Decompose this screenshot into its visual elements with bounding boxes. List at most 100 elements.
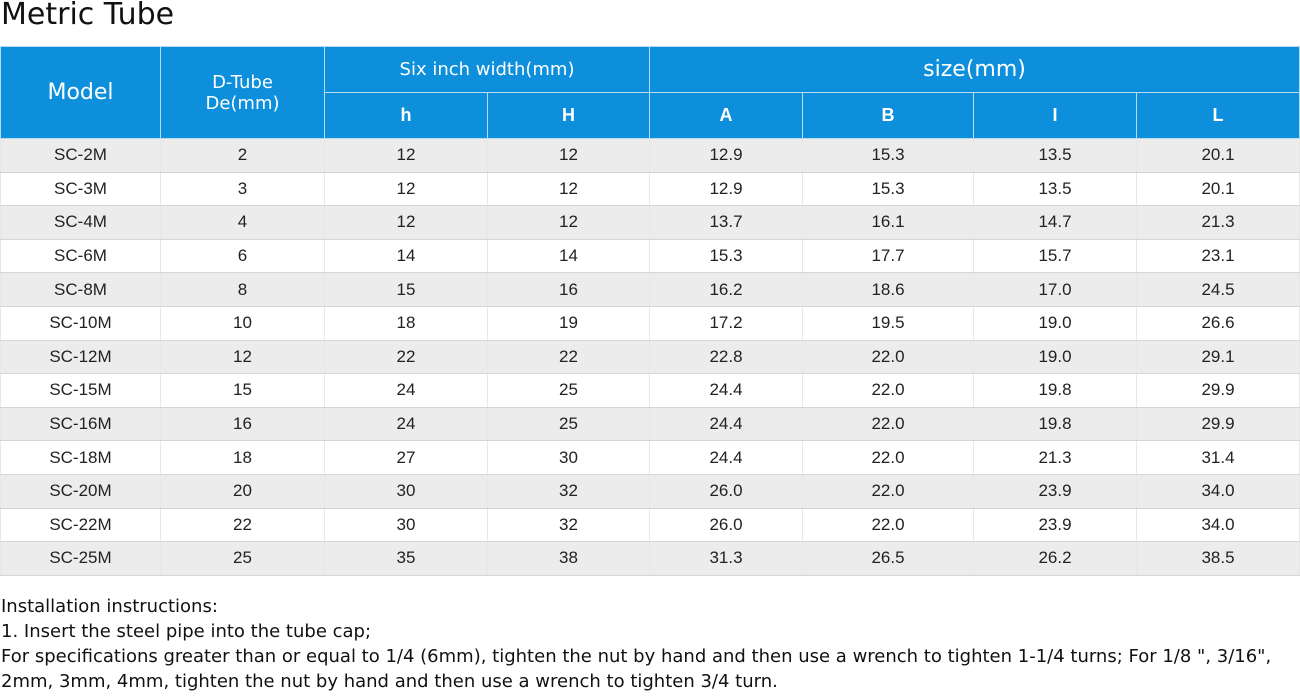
- cell-i: 13.5: [973, 138, 1137, 173]
- table-row: SC-8M 8 15 16 16.2 18.6 17.0 24.5: [0, 272, 1300, 307]
- cell-l: 31.4: [1136, 440, 1300, 475]
- cell-dtube: 2: [160, 138, 325, 173]
- cell-i: 19.0: [973, 340, 1137, 375]
- cell-h-small: 12: [324, 138, 488, 173]
- cell-h-small: 24: [324, 373, 488, 408]
- cell-model: SC-12M: [0, 340, 161, 375]
- cell-model: SC-2M: [0, 138, 161, 173]
- instructions-step-2: For specifications greater than or equal…: [1, 646, 1272, 692]
- header-dtube: D-Tube De(mm): [160, 46, 325, 139]
- table-row: SC-3M 3 12 12 12.9 15.3 13.5 20.1: [0, 172, 1300, 207]
- cell-a: 13.7: [649, 205, 803, 240]
- cell-i: 15.7: [973, 239, 1137, 274]
- header-model: Model: [0, 46, 161, 139]
- cell-a: 22.8: [649, 340, 803, 375]
- cell-h-small: 12: [324, 205, 488, 240]
- cell-h-small: 15: [324, 272, 488, 307]
- cell-i: 19.8: [973, 373, 1137, 408]
- page-title: Metric Tube: [1, 0, 175, 32]
- cell-model: SC-16M: [0, 407, 161, 442]
- cell-b: 15.3: [802, 138, 974, 173]
- cell-b: 22.0: [802, 440, 974, 475]
- cell-dtube: 18: [160, 440, 325, 475]
- cell-h-big: 14: [487, 239, 650, 274]
- cell-dtube: 4: [160, 205, 325, 240]
- header-h-big: H: [487, 92, 650, 139]
- cell-l: 29.1: [1136, 340, 1300, 375]
- header-size: size(mm): [649, 46, 1300, 93]
- header-dtube-line2: De(mm): [205, 92, 280, 114]
- cell-i: 21.3: [973, 440, 1137, 475]
- cell-a: 17.2: [649, 306, 803, 341]
- header-dtube-line1: D-Tube: [212, 71, 273, 93]
- table-row: SC-15M 15 24 25 24.4 22.0 19.8 29.9: [0, 373, 1300, 408]
- cell-h-small: 12: [324, 172, 488, 207]
- table-row: SC-20M 20 30 32 26.0 22.0 23.9 34.0: [0, 474, 1300, 509]
- cell-l: 38.5: [1136, 541, 1300, 576]
- cell-i: 14.7: [973, 205, 1137, 240]
- cell-model: SC-18M: [0, 440, 161, 475]
- cell-h-big: 12: [487, 138, 650, 173]
- cell-l: 29.9: [1136, 373, 1300, 408]
- installation-instructions: Installation instructions: 1. Insert the…: [1, 594, 1297, 694]
- table-row: SC-12M 12 22 22 22.8 22.0 19.0 29.1: [0, 340, 1300, 375]
- table-body: SC-2M 2 12 12 12.9 15.3 13.5 20.1 SC-3M …: [0, 138, 1300, 576]
- header-a: A: [649, 92, 803, 139]
- cell-a: 26.0: [649, 474, 803, 509]
- cell-l: 34.0: [1136, 474, 1300, 509]
- cell-model: SC-8M: [0, 272, 161, 307]
- cell-h-small: 30: [324, 508, 488, 543]
- cell-b: 22.0: [802, 373, 974, 408]
- cell-a: 15.3: [649, 239, 803, 274]
- header-l: L: [1136, 92, 1300, 139]
- table-row: SC-2M 2 12 12 12.9 15.3 13.5 20.1: [0, 138, 1300, 173]
- table-row: SC-22M 22 30 32 26.0 22.0 23.9 34.0: [0, 508, 1300, 543]
- cell-model: SC-15M: [0, 373, 161, 408]
- cell-dtube: 3: [160, 172, 325, 207]
- cell-a: 12.9: [649, 138, 803, 173]
- cell-dtube: 12: [160, 340, 325, 375]
- cell-h-small: 18: [324, 306, 488, 341]
- header-six-inch-width: Six inch width(mm): [324, 46, 650, 93]
- cell-h-big: 25: [487, 373, 650, 408]
- cell-b: 22.0: [802, 474, 974, 509]
- cell-h-big: 12: [487, 205, 650, 240]
- cell-l: 20.1: [1136, 138, 1300, 173]
- cell-l: 20.1: [1136, 172, 1300, 207]
- cell-b: 15.3: [802, 172, 974, 207]
- cell-h-big: 22: [487, 340, 650, 375]
- cell-model: SC-10M: [0, 306, 161, 341]
- cell-a: 12.9: [649, 172, 803, 207]
- cell-b: 22.0: [802, 508, 974, 543]
- cell-h-small: 14: [324, 239, 488, 274]
- cell-i: 17.0: [973, 272, 1137, 307]
- cell-b: 22.0: [802, 407, 974, 442]
- cell-h-big: 12: [487, 172, 650, 207]
- cell-h-big: 32: [487, 508, 650, 543]
- cell-h-small: 22: [324, 340, 488, 375]
- instructions-step-1: 1. Insert the steel pipe into the tube c…: [1, 621, 372, 642]
- cell-a: 24.4: [649, 407, 803, 442]
- cell-b: 19.5: [802, 306, 974, 341]
- cell-dtube: 20: [160, 474, 325, 509]
- cell-i: 13.5: [973, 172, 1137, 207]
- cell-i: 26.2: [973, 541, 1137, 576]
- cell-a: 24.4: [649, 440, 803, 475]
- cell-i: 19.0: [973, 306, 1137, 341]
- cell-model: SC-25M: [0, 541, 161, 576]
- cell-a: 16.2: [649, 272, 803, 307]
- cell-i: 23.9: [973, 508, 1137, 543]
- table-row: SC-6M 6 14 14 15.3 17.7 15.7 23.1: [0, 239, 1300, 274]
- header-b: B: [802, 92, 974, 139]
- cell-h-small: 35: [324, 541, 488, 576]
- cell-i: 23.9: [973, 474, 1137, 509]
- cell-dtube: 8: [160, 272, 325, 307]
- cell-model: SC-3M: [0, 172, 161, 207]
- cell-h-big: 25: [487, 407, 650, 442]
- cell-l: 29.9: [1136, 407, 1300, 442]
- cell-h-big: 38: [487, 541, 650, 576]
- cell-dtube: 22: [160, 508, 325, 543]
- cell-l: 21.3: [1136, 205, 1300, 240]
- cell-dtube: 16: [160, 407, 325, 442]
- table-row: SC-10M 10 18 19 17.2 19.5 19.0 26.6: [0, 306, 1300, 341]
